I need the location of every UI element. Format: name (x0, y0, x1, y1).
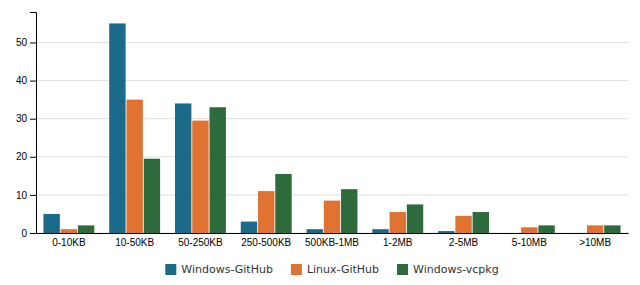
bar (538, 225, 554, 233)
tick-mark (30, 233, 36, 234)
tick: 50 (16, 37, 36, 48)
bar (407, 204, 423, 233)
tick: 1-2MB (383, 237, 413, 248)
legend-label: Windows-GitHub (181, 263, 273, 276)
tick: 40 (16, 75, 36, 86)
bar (43, 214, 59, 233)
series (61, 100, 604, 233)
bar (126, 100, 142, 233)
bar (175, 103, 191, 233)
y-axis: 0 10 20 30 40 50 (16, 13, 37, 239)
tick: 10 (16, 190, 36, 201)
tick-label: 1-2MB (383, 237, 413, 248)
bar (372, 229, 388, 233)
bar (109, 23, 125, 233)
bar (192, 121, 208, 233)
bar (324, 201, 340, 233)
tick-label: 10 (16, 190, 28, 201)
legend-label: Linux-GitHub (307, 263, 379, 276)
bar (78, 225, 94, 233)
tick-label: 40 (16, 75, 28, 86)
tick-label: 50-250KB (178, 237, 223, 248)
tick-label: 0-10KB (52, 237, 86, 248)
tick: 0-10KB (52, 237, 86, 248)
tick-label: 250-500KB (241, 237, 291, 248)
legend-item: Linux-GitHub (291, 263, 379, 276)
tick-label: 10-50KB (115, 237, 154, 248)
tick: 5-10MB (512, 237, 547, 248)
tick: 250-500KB (241, 237, 291, 248)
tick-label: 0 (21, 228, 27, 239)
legend: Windows-GitHub Linux-GitHub Windows-vcpkg (165, 263, 498, 276)
tick-label: 30 (16, 113, 28, 124)
bar (258, 191, 274, 233)
tick-label: 20 (16, 151, 28, 162)
tick-mark (30, 81, 36, 82)
bar (473, 212, 489, 233)
series (78, 107, 621, 233)
axis-line (37, 233, 629, 234)
tick: 50-250KB (178, 237, 223, 248)
bar (570, 233, 586, 234)
tick-label: 2-5MB (449, 237, 479, 248)
bar (587, 225, 603, 233)
tick-mark (30, 119, 36, 120)
tick-label: 5-10MB (512, 237, 547, 248)
axis-line (30, 13, 37, 234)
tick-mark (30, 42, 36, 43)
bar (521, 227, 537, 233)
tick-label: >10MB (579, 237, 611, 248)
bar (604, 225, 620, 233)
bar (275, 174, 291, 233)
tick-label: 50 (16, 37, 28, 48)
bars (43, 23, 620, 233)
legend-item: Windows-vcpkg (397, 263, 499, 276)
tick: 10-50KB (115, 237, 154, 248)
tick: 20 (16, 151, 36, 162)
tick-mark (30, 195, 36, 196)
tick: 30 (16, 113, 36, 124)
series (43, 23, 454, 233)
legend-swatch (291, 264, 302, 275)
tick-label: 500KB-1MB (305, 237, 359, 248)
x-axis: 0-10KB 10-50KB 50-250KB 250-500KB 500KB-1MB 1… (37, 234, 629, 249)
bar (390, 212, 406, 233)
tick: >10MB (579, 237, 611, 248)
bar (210, 107, 226, 233)
bar (61, 229, 77, 233)
bar (307, 229, 323, 233)
legend-swatch (397, 264, 408, 275)
tick: 0 (21, 228, 36, 239)
chart: 0 10 20 30 40 50 0-10KB 10-50KB 50-250KB 250-500K… (0, 0, 640, 285)
bar (455, 216, 471, 233)
legend-swatch (165, 264, 176, 275)
bar (504, 233, 520, 234)
legend-item: Windows-GitHub (165, 263, 273, 276)
tick: 2-5MB (449, 237, 479, 248)
bar (241, 222, 257, 233)
plot: 0 10 20 30 40 50 0-10KB 10-50KB 50-250KB 250-500K… (16, 13, 629, 249)
legend-label: Windows-vcpkg (413, 263, 499, 276)
tick: 500KB-1MB (305, 237, 359, 248)
bar (438, 231, 454, 233)
bar (341, 189, 357, 233)
tick-mark (30, 157, 36, 158)
bar (144, 159, 160, 233)
